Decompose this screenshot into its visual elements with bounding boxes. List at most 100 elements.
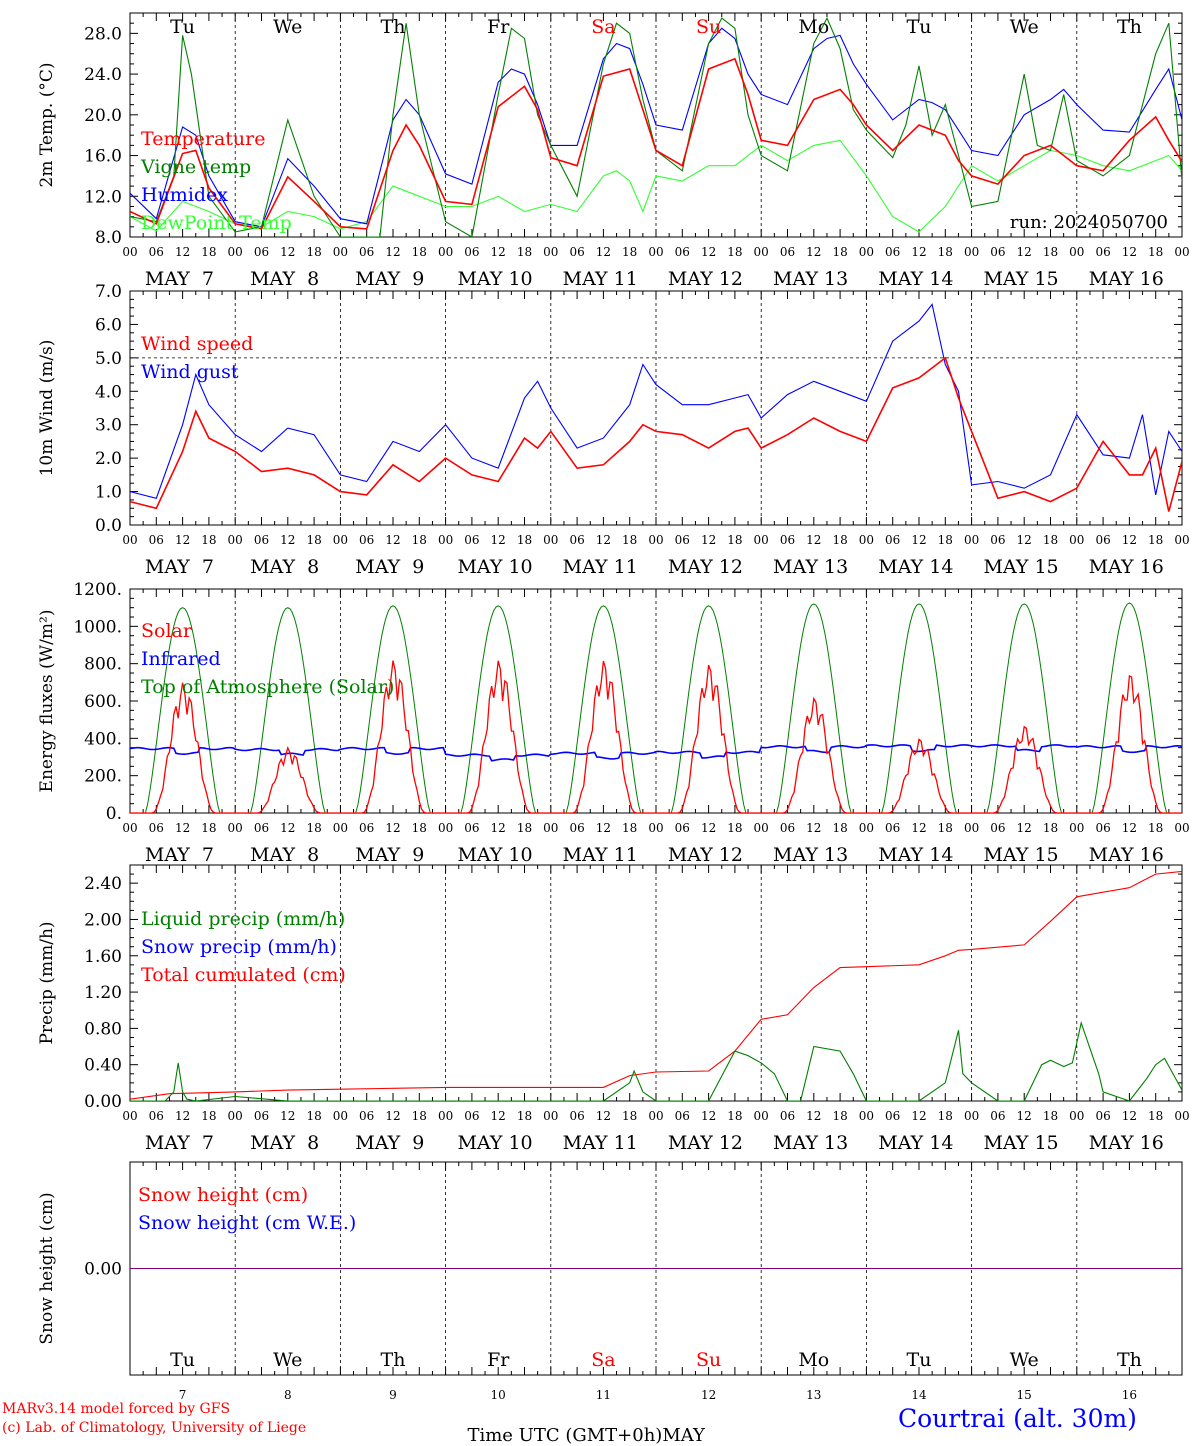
series-line-toa-solar <box>130 602 1182 813</box>
hour-tick-label: 06 <box>780 1109 795 1123</box>
y-axis-label: Snow height (cm) <box>37 1192 57 1344</box>
date-label: MAY 14 <box>878 556 953 578</box>
hour-tick-label: 12 <box>1122 533 1137 547</box>
hour-tick-label: 06 <box>780 821 795 835</box>
series-line-temperature <box>130 57 1182 230</box>
series-line-dewpoint-temp <box>130 139 1182 233</box>
hour-tick-label: 00 <box>438 821 453 835</box>
hour-tick-label: 18 <box>727 533 742 547</box>
weekday-label: Tu <box>170 1349 195 1371</box>
y-tick-label: 1.20 <box>84 983 122 1003</box>
hour-tick-label: 12 <box>1017 245 1032 259</box>
hour-tick-label: 06 <box>359 821 374 835</box>
weekday-label: Tu <box>170 16 195 38</box>
hour-tick-label: 06 <box>569 821 584 835</box>
hour-tick-label: 18 <box>938 533 953 547</box>
hour-tick-label: 12 <box>701 821 716 835</box>
panel-frame <box>129 588 1183 814</box>
hour-tick-label: 06 <box>1095 821 1110 835</box>
panel-series <box>130 16 1182 237</box>
hour-tick-label: 00 <box>122 821 137 835</box>
date-label: MAY 13 <box>773 1132 848 1154</box>
date-label: MAY 11 <box>563 556 638 578</box>
hour-tick-label: 18 <box>1043 1109 1058 1123</box>
hour-tick-label: 18 <box>201 245 216 259</box>
hour-tick-label: 06 <box>885 533 900 547</box>
legend-entry: DewPoint Temp <box>141 212 292 234</box>
hour-tick-label: 00 <box>543 1109 558 1123</box>
series-line-vigne-temp <box>130 16 1182 237</box>
date-label: MAY 9 <box>355 1132 424 1154</box>
date-label: MAY 14 <box>878 844 953 866</box>
hour-tick-label: 18 <box>622 245 637 259</box>
hour-tick-label: 18 <box>727 821 742 835</box>
hour-tick-label: 12 <box>385 821 400 835</box>
weekday-label: Th <box>381 16 406 38</box>
hour-tick-label: 00 <box>1174 821 1189 835</box>
date-label: MAY 15 <box>983 1132 1058 1154</box>
hour-tick-label: 06 <box>359 533 374 547</box>
hour-tick-label: 18 <box>517 533 532 547</box>
weekday-label: Fr <box>487 1349 510 1371</box>
hour-tick-label: 06 <box>464 1109 479 1123</box>
weekday-label: Th <box>1117 1349 1142 1371</box>
y-tick-label: 2.00 <box>84 910 122 930</box>
hour-tick-label: 06 <box>464 533 479 547</box>
date-label: MAY 16 <box>1089 1132 1164 1154</box>
hour-tick-label: 12 <box>1017 821 1032 835</box>
hour-tick-label: 18 <box>306 245 321 259</box>
y-tick-label: 1.0 <box>95 483 122 503</box>
hour-tick-label: 18 <box>622 533 637 547</box>
weekday-label: We <box>273 16 302 38</box>
y-tick-label: 1.60 <box>84 947 122 967</box>
weekday-label: Th <box>381 1349 406 1371</box>
hour-tick-label: 18 <box>306 821 321 835</box>
hour-tick-label: 12 <box>911 533 926 547</box>
legend-entry: Snow height (cm W.E.) <box>138 1212 356 1234</box>
hour-tick-label: 18 <box>517 821 532 835</box>
y-tick-label: 0.00 <box>84 1260 122 1280</box>
hour-tick-label: 06 <box>149 533 164 547</box>
y-tick-label: 20.0 <box>84 106 122 126</box>
hour-tick-label: 18 <box>412 245 427 259</box>
hour-tick-label: 12 <box>596 245 611 259</box>
date-label: MAY 15 <box>983 268 1058 290</box>
hour-tick-label: 12 <box>596 533 611 547</box>
hour-tick-label: 00 <box>648 821 663 835</box>
hour-tick-label: 00 <box>333 533 348 547</box>
hour-tick-label: 06 <box>569 533 584 547</box>
y-tick-label: 0.40 <box>84 1056 122 1076</box>
hour-tick-label: 12 <box>385 245 400 259</box>
date-label: MAY 7 <box>145 556 214 578</box>
date-label: MAY 11 <box>563 1132 638 1154</box>
hour-tick-label: 12 <box>806 821 821 835</box>
y-tick-label: 8.0 <box>95 228 122 248</box>
hour-tick-label: 06 <box>149 245 164 259</box>
hour-tick-label: 18 <box>412 1109 427 1123</box>
day-number-label: 13 <box>806 1388 821 1402</box>
hour-tick-label: 06 <box>359 1109 374 1123</box>
hour-tick-label: 00 <box>543 533 558 547</box>
hour-tick-label: 18 <box>1148 1109 1163 1123</box>
hour-tick-label: 00 <box>754 821 769 835</box>
hour-tick-label: 00 <box>648 1109 663 1123</box>
hour-tick-label: 00 <box>648 533 663 547</box>
hour-tick-label: 00 <box>1069 821 1084 835</box>
hour-tick-label: 06 <box>1095 1109 1110 1123</box>
hour-tick-label: 18 <box>1043 245 1058 259</box>
hour-tick-label: 06 <box>675 245 690 259</box>
date-label: MAY 7 <box>145 268 214 290</box>
weekday-label: We <box>1010 1349 1039 1371</box>
credit-line-1: MARv3.14 model forced by GFS <box>2 1401 231 1417</box>
hour-tick-label: 12 <box>280 245 295 259</box>
x-axis-month: MAY <box>662 1425 705 1446</box>
hour-tick-label: 06 <box>359 245 374 259</box>
date-label: MAY 12 <box>668 268 743 290</box>
date-label: MAY 15 <box>983 556 1058 578</box>
hour-tick-label: 06 <box>569 245 584 259</box>
y-tick-label: 16.0 <box>84 147 122 167</box>
weekday-label: We <box>1010 16 1039 38</box>
hour-tick-label: 00 <box>543 821 558 835</box>
date-label: MAY 11 <box>563 844 638 866</box>
hour-tick-label: 00 <box>859 245 874 259</box>
